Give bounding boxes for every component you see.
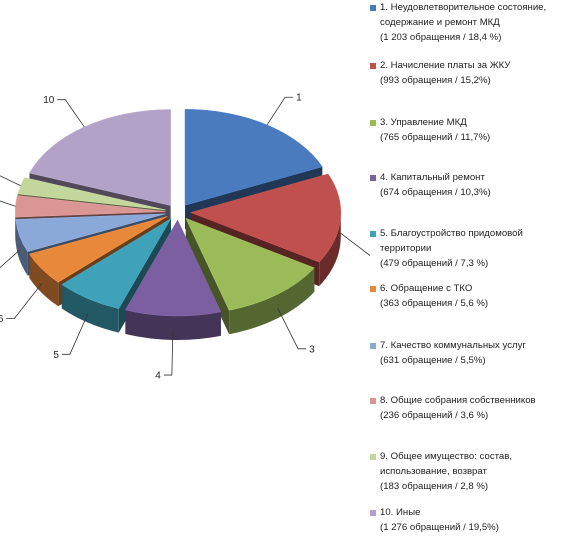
legend-line: 1. Неудовлетворительное состояние, (380, 2, 547, 13)
leader-line-5 (61, 312, 89, 355)
leader-line-4 (163, 330, 174, 376)
slice-4-outer-wall (125, 309, 221, 340)
slice-3 (185, 217, 315, 311)
leader-line-2 (340, 232, 370, 256)
legend-line: (631 обращение / 5,5%) (380, 355, 486, 366)
legend-line: (993 обращения / 15,2%) (380, 75, 491, 86)
legend-text-2: 2. Начисление платы за ЖКУ (993 обращения… (380, 58, 568, 88)
legend-swatch-6 (370, 286, 376, 292)
legend-swatch-1 (370, 5, 376, 11)
slice-3-outer-wall (229, 267, 315, 335)
legend-line: (1 276 обращений / 19,5%) (380, 522, 499, 533)
slice-label-10: 10 (43, 95, 55, 106)
slice-8 (14, 195, 166, 218)
legend-line: (674 обращения / 10,3%) (380, 187, 491, 198)
slice-3-radial-wall (185, 218, 230, 335)
legend-line: 7. Качество коммунальных услуг (380, 340, 526, 351)
slice-7-outer-wall (15, 219, 28, 276)
slice-label-1: 1 (296, 93, 302, 104)
legend-text-8: 8. Общие собрания собственников (236 обра… (380, 393, 568, 423)
slice-6-outer-wall (29, 254, 59, 307)
legend-line: использование, возврат (380, 466, 487, 477)
slice-2 (189, 173, 341, 263)
legend-line: содержание и ремонт МКД (380, 17, 500, 28)
legend-text-10: 10. Иные (1 276 обращений / 19,5%) (380, 505, 568, 535)
slice-2-outer-wall (319, 212, 341, 287)
slice-tops (14, 109, 341, 317)
legend-text-6: 6. Обращение с ТКО (363 обращения / 5,6 %… (380, 281, 568, 311)
leader-line-9 (0, 175, 21, 186)
slice-label-5: 5 (53, 350, 59, 361)
legend-text-4: 4. Капитальный ремонт (674 обращения / 10… (380, 170, 568, 200)
legend-text-3: 3. Управление МКД (765 обращений / 11,7%) (380, 115, 568, 145)
legend-swatch-8 (370, 398, 376, 404)
leader-line-6 (6, 283, 43, 319)
leader-line-3 (277, 308, 307, 350)
slice-5-outer-wall (61, 284, 119, 333)
legend-line: территории (380, 243, 432, 254)
legend-text-7: 7. Качество коммунальных услуг (631 обращ… (380, 338, 568, 368)
legend-line: 5. Благоустройство придомовой (380, 228, 523, 239)
slice-5 (61, 218, 172, 309)
legend-swatch-7 (370, 343, 376, 349)
slice-label-6: 6 (0, 314, 4, 325)
slice-4 (125, 219, 222, 317)
leader-line-7 (0, 249, 20, 269)
legend-line: (479 обращений / 7,3 %) (380, 258, 489, 269)
legend-line: (363 обращения / 5,6 %) (380, 298, 489, 309)
legend-line: 2. Начисление платы за ЖКУ (380, 60, 511, 71)
legend-swatch-4 (370, 175, 376, 181)
slice-6 (28, 216, 168, 283)
legend-swatch-2 (370, 63, 376, 69)
slice-label-3: 3 (309, 344, 315, 355)
legend-line: 4. Капитальный ремонт (380, 172, 485, 183)
slice-labels: 12345678910 (0, 93, 370, 382)
legend-text-9: 9. Общее имущество: состав, использование… (380, 449, 568, 494)
legend-line: 10. Иные (380, 507, 421, 518)
legend-line: 9. Общее имущество: состав, (380, 451, 512, 462)
leader-line-10 (57, 99, 85, 128)
legend-swatch-9 (370, 454, 376, 460)
leader-line-1 (266, 96, 294, 126)
legend-line: (236 обращений / 3,6 %) (380, 410, 489, 421)
slice-10 (29, 109, 171, 206)
legend-swatch-10 (370, 510, 376, 516)
legend-swatch-3 (370, 120, 376, 126)
legend-text-5: 5. Благоустройство придомовой территории (… (380, 226, 568, 271)
legend-line: (183 обращения / 2,8 %) (380, 481, 489, 492)
leader-line-8 (0, 200, 16, 207)
legend-line: 8. Общие собрания собственников (380, 395, 536, 406)
slice-label-4: 4 (155, 371, 161, 382)
legend-swatch-5 (370, 231, 376, 237)
slice-7 (15, 213, 166, 252)
pie-chart: 12345678910 (0, 93, 370, 382)
legend-line: (1 203 обращения / 18,4 %) (380, 32, 502, 43)
legend-line: 3. Управление МКД (380, 117, 467, 128)
slice-9 (17, 177, 166, 211)
legend-text-1: 1. Неудовлетворительное состояние, содерж… (380, 0, 568, 45)
legend-line: 6. Обращение с ТКО (380, 283, 473, 294)
legend-line: (765 обращений / 11,7%) (380, 132, 491, 143)
chart-legend: 1. Неудовлетворительное состояние, содерж… (370, 0, 568, 552)
